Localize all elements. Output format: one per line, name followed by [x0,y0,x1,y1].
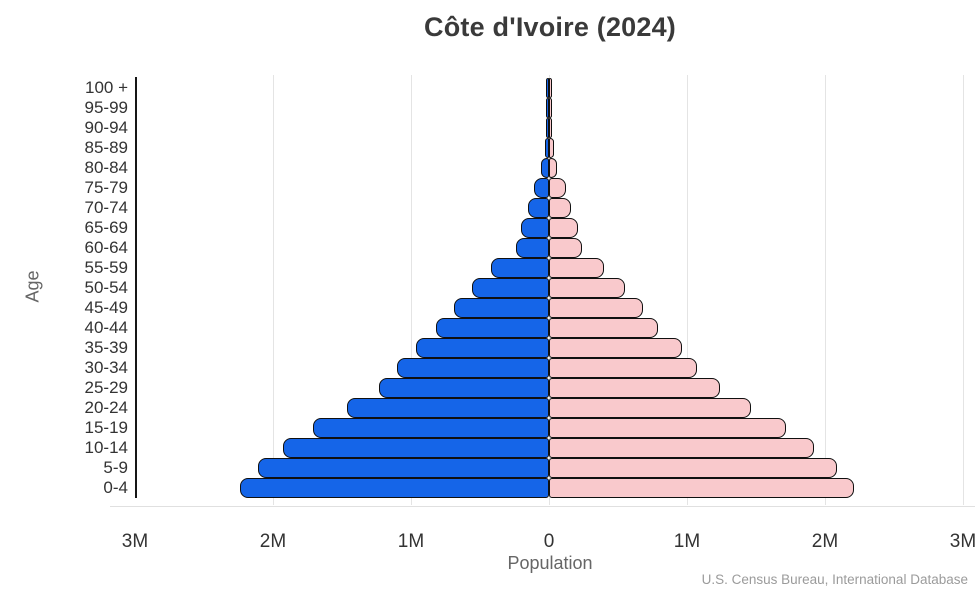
y-tick-label-40-44: 40-44 [84,318,128,337]
gridline-x-5 [825,75,826,505]
x-axis-title: Population [507,553,593,573]
y-tick-label-60-64: 60-64 [84,238,128,257]
bar-male-70-74 [528,198,549,218]
bar-female-95-99 [549,98,552,118]
bar-male-50-54 [471,278,549,298]
bar-male-5-9 [257,458,549,478]
y-tick-label-80-84: 80-84 [84,158,128,177]
bar-female-75-79 [549,178,566,198]
y-axis-title: Age [22,270,43,303]
y-tick-label-85-89: 85-89 [84,138,128,157]
y-tick-label-95-99: 95-99 [84,98,128,117]
bar-male-55-59 [491,258,549,278]
gridline-x-1 [273,75,274,505]
y-tick-label-45-49: 45-49 [84,298,128,317]
x-axis-baseline [110,506,975,507]
bar-male-90-94 [545,118,549,138]
bar-female-50-54 [549,278,625,298]
y-tick-label-5-9: 5-9 [103,458,128,477]
bar-female-45-49 [549,298,643,318]
x-tick-label-4: 1M [673,531,701,552]
bar-male-100 [546,78,549,98]
y-tick-label-35-39: 35-39 [84,338,128,357]
bar-female-15-19 [549,418,787,438]
x-tick-label-2: 1M [397,531,425,552]
bar-male-65-69 [521,218,549,238]
bar-male-30-34 [397,358,549,378]
x-tick-label-5: 2M [811,531,839,552]
chart-title: Côte d'Ivoire (2024) [424,12,676,42]
bar-male-20-24 [347,398,549,418]
y-tick-label-55-59: 55-59 [84,258,128,277]
bar-male-15-19 [312,418,549,438]
bar-male-0-4 [239,478,549,498]
bar-female-70-74 [549,198,572,218]
bar-male-25-29 [379,378,549,398]
bar-female-40-44 [549,318,659,338]
x-tick-label-1: 2M [259,531,287,552]
y-tick-label-70-74: 70-74 [84,198,128,217]
bar-female-55-59 [549,258,605,278]
y-axis-line [135,77,137,498]
y-tick-label-100: 100 + [84,78,128,97]
y-tick-label-50-54: 50-54 [84,278,128,297]
x-tick-label-3: 0 [543,531,555,552]
x-tick-label-6: 3M [949,531,977,552]
bar-female-85-89 [549,138,554,158]
bar-female-90-94 [549,118,553,138]
bar-male-75-79 [533,178,549,198]
bar-female-65-69 [549,218,579,238]
gridline-x-4 [687,75,688,505]
bar-male-40-44 [435,318,549,338]
y-tick-label-75-79: 75-79 [84,178,128,197]
bar-male-10-14 [282,438,549,458]
y-tick-label-20-24: 20-24 [84,398,128,417]
bar-male-85-89 [544,138,549,158]
gridline-x-2 [411,75,412,505]
bar-male-80-84 [540,158,549,178]
bar-male-95-99 [546,98,549,118]
bar-female-0-4 [549,478,855,498]
bar-female-100 [549,78,552,98]
bar-female-30-34 [549,358,697,378]
y-tick-label-25-29: 25-29 [84,378,128,397]
y-tick-label-0-4: 0-4 [103,478,128,497]
bar-female-80-84 [549,158,558,178]
bar-male-45-49 [453,298,549,318]
bar-male-35-39 [416,338,549,358]
bar-female-10-14 [549,438,814,458]
bar-female-25-29 [549,378,721,398]
y-tick-label-15-19: 15-19 [84,418,128,437]
y-tick-label-90-94: 90-94 [84,118,128,137]
bar-female-5-9 [549,458,838,478]
bar-male-60-64 [515,238,549,258]
gridline-x-6 [963,75,964,505]
bar-female-20-24 [549,398,751,418]
bar-female-35-39 [549,338,682,358]
y-tick-label-10-14: 10-14 [84,438,128,457]
x-tick-label-0: 3M [121,531,149,552]
y-tick-label-65-69: 65-69 [84,218,128,237]
y-tick-label-30-34: 30-34 [84,358,128,377]
bar-female-60-64 [549,238,583,258]
source-attribution: U.S. Census Bureau, International Databa… [701,572,968,587]
